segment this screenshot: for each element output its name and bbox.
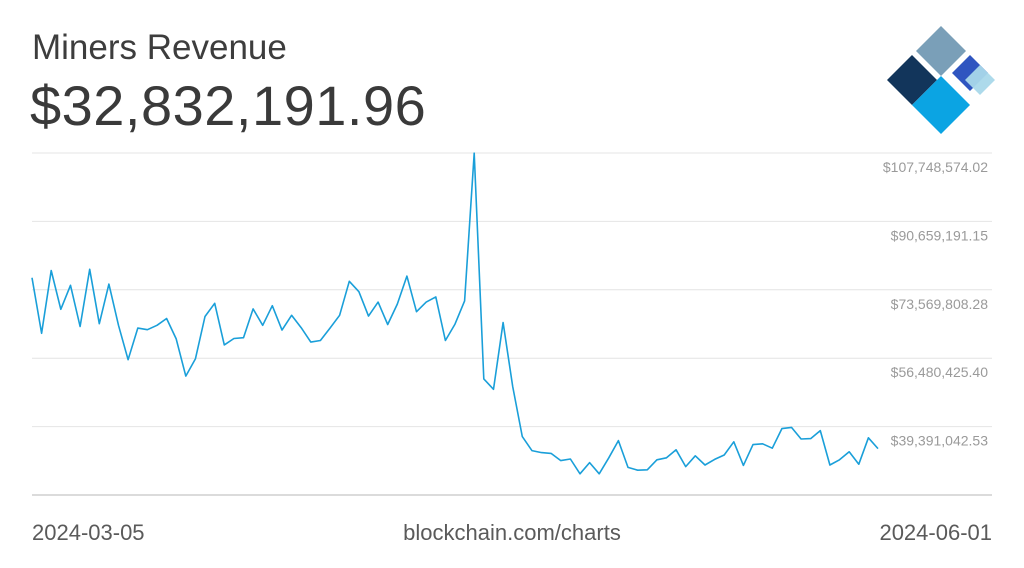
revenue-series-line [31,152,879,475]
grid-lines [32,152,992,428]
chart-title: Miners Revenue [32,28,287,67]
y-tick-label: $56,480,425.40 [891,364,989,380]
end-date-label: 2024-06-01 [879,520,992,545]
y-tick-label: $39,391,042.53 [891,433,989,449]
source-link[interactable]: blockchain.com/charts [403,520,621,545]
current-value: $32,832,191.96 [30,74,427,137]
y-tick-label: $73,569,808.28 [891,296,989,312]
logo-bottom-facet [912,76,970,134]
logo-far-right-facet [965,65,995,95]
logo-top-facet [916,26,966,76]
y-tick-label: $90,659,191.15 [891,227,989,243]
y-tick-label: $107,748,574.02 [883,159,988,175]
start-date-label: 2024-03-05 [32,520,145,545]
y-tick-labels: $107,748,574.02 $90,659,191.15 $73,569,808… [883,159,988,449]
blockchain-logo-icon [887,26,995,134]
